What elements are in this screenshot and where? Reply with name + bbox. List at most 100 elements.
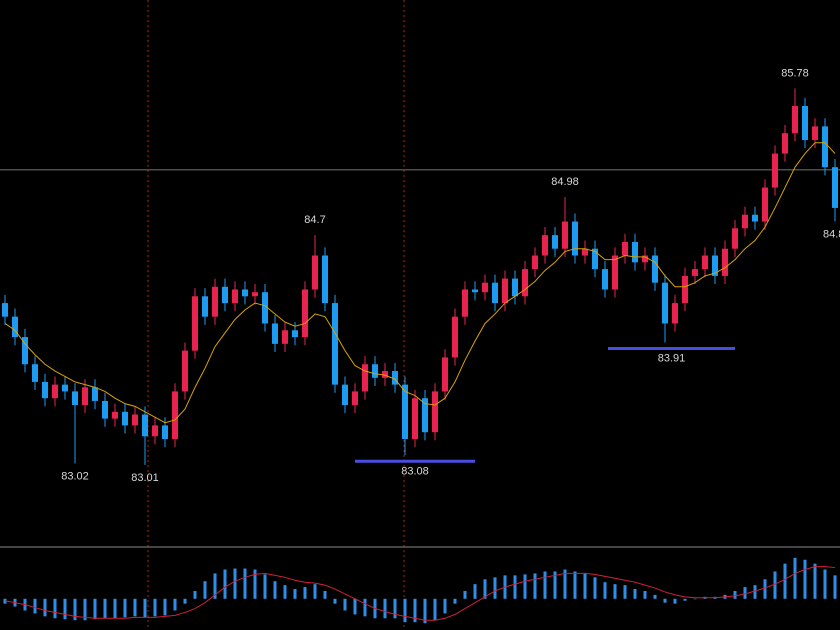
candle-body — [102, 400, 108, 419]
candle-body — [122, 411, 128, 426]
candle-body — [132, 414, 138, 426]
macd-bar — [493, 577, 497, 599]
high-label: 84.98 — [551, 176, 579, 188]
candle-body — [472, 289, 478, 293]
candle-body — [592, 248, 598, 270]
candle-body — [682, 275, 688, 304]
macd-bar — [333, 598, 337, 604]
candle-body — [542, 235, 548, 256]
candle-body — [402, 384, 408, 439]
macd-bar — [523, 574, 527, 599]
macd-bar — [783, 563, 787, 599]
macd-bar — [573, 571, 577, 599]
candle-body — [312, 255, 318, 290]
low-label: 83.91 — [658, 352, 686, 364]
macd-bar — [583, 573, 587, 599]
macd-bar — [263, 574, 267, 599]
candle-body — [732, 228, 738, 249]
macd-bar — [623, 585, 627, 599]
candle-body — [512, 278, 518, 297]
candle-body — [202, 296, 208, 317]
macd-bar — [473, 584, 477, 599]
macd-bar — [253, 569, 257, 599]
candle-body — [142, 414, 148, 437]
macd-bar — [463, 590, 467, 599]
candle-body — [442, 357, 448, 392]
macd-bar — [323, 590, 327, 599]
candle-body — [332, 303, 338, 385]
candle-body — [752, 214, 758, 222]
candle-body — [322, 255, 328, 304]
macd-bar — [743, 587, 747, 599]
candle-body — [822, 126, 828, 168]
candle-body — [812, 126, 818, 140]
macd-bar — [553, 571, 557, 599]
macd-bar — [533, 573, 537, 599]
candle-body — [602, 269, 608, 290]
macd-bar — [113, 598, 117, 619]
macd-bar — [53, 598, 57, 619]
candle-body — [272, 323, 278, 344]
candle-body — [52, 384, 58, 399]
candle-body — [392, 371, 398, 385]
macd-bar — [183, 598, 187, 604]
candle-body — [342, 384, 348, 406]
high-label: 85.78 — [781, 67, 809, 79]
candle-body — [82, 387, 88, 406]
macd-bar — [103, 598, 107, 619]
candle-body — [762, 187, 768, 222]
macd-bar — [73, 598, 77, 621]
macd-bar — [773, 571, 777, 599]
candle-body — [12, 316, 18, 338]
candle-body — [262, 292, 268, 324]
candle-body — [2, 303, 8, 317]
macd-bar — [803, 559, 807, 599]
candle-body — [502, 278, 508, 304]
macd-bar — [143, 598, 147, 618]
candle-body — [432, 391, 438, 433]
macd-bar — [343, 598, 347, 611]
macd-bar — [153, 598, 157, 617]
macd-bar — [763, 579, 767, 599]
candle-body — [302, 289, 308, 338]
macd-bar — [653, 594, 657, 599]
candle-body — [782, 133, 788, 154]
macd-bar — [643, 590, 647, 599]
macd-bar — [133, 598, 137, 617]
macd-bar — [363, 598, 367, 617]
candle-body — [772, 153, 778, 188]
macd-bar — [233, 568, 237, 599]
candle-body — [362, 364, 368, 392]
candle-body — [172, 391, 178, 439]
candle-body — [622, 241, 628, 256]
macd-bar — [83, 598, 87, 621]
candle-body — [722, 248, 728, 276]
candle-body — [742, 214, 748, 229]
macd-bar — [63, 598, 67, 620]
candle-body — [802, 106, 808, 140]
candle-body — [32, 364, 38, 382]
candle-body — [552, 235, 558, 249]
candle-body — [462, 289, 468, 317]
macd-bar — [383, 598, 387, 619]
macd-bar — [223, 569, 227, 599]
macd-bar — [303, 587, 307, 599]
macd-bar — [163, 598, 167, 616]
candle-body — [222, 286, 228, 304]
macd-bar — [273, 581, 277, 599]
macd-bar — [403, 598, 407, 623]
candle-body — [572, 221, 578, 256]
candle-body — [282, 330, 288, 344]
macd-bar — [123, 598, 127, 618]
candle-body — [642, 255, 648, 263]
candle-body — [652, 255, 658, 283]
candle-body — [582, 248, 588, 256]
candle-body — [422, 398, 428, 433]
candle-body — [452, 316, 458, 358]
candle-body — [562, 221, 568, 249]
candle-body — [792, 106, 798, 134]
macd-bar — [833, 575, 837, 599]
macd-bar — [733, 590, 737, 599]
macd-bar — [683, 598, 687, 601]
